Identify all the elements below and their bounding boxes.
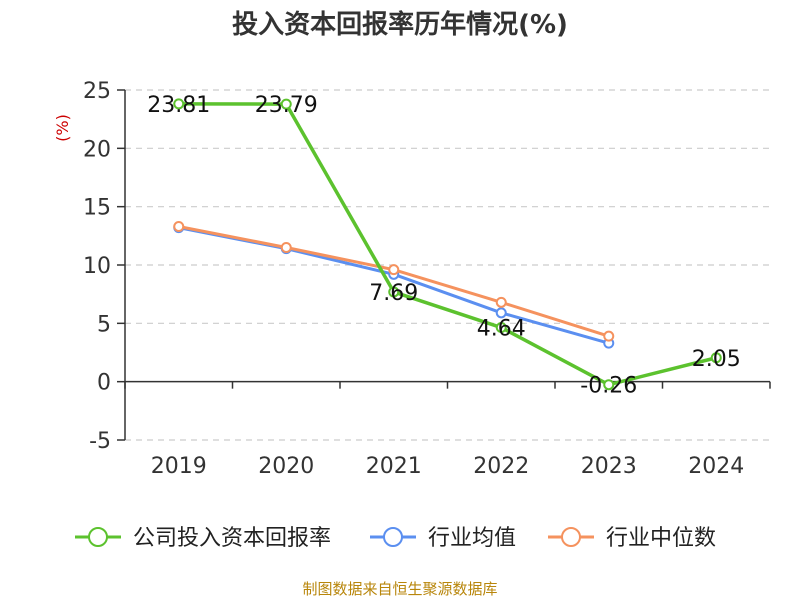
data-point <box>495 307 507 319</box>
data-label: 7.69 <box>369 281 418 306</box>
y-tick-label: 0 <box>97 371 111 396</box>
legend-marker <box>561 527 581 547</box>
y-tick-label: 20 <box>83 137 111 162</box>
legend-label: 公司投入资本回报率 <box>133 526 331 551</box>
data-label: -0.26 <box>580 374 637 399</box>
data-point <box>173 98 185 110</box>
data-label: 23.79 <box>255 93 318 118</box>
x-tick-label: 2022 <box>473 454 529 479</box>
legend-label: 行业均值 <box>428 526 516 551</box>
y-tick-label: 15 <box>83 196 111 221</box>
y-tick-label: 25 <box>83 79 111 104</box>
legend-label: 行业中位数 <box>606 526 716 551</box>
chart-title: 投入资本回报率历年情况(%) <box>232 10 568 40</box>
data-point <box>388 286 400 298</box>
y-tick-label: -5 <box>89 429 111 454</box>
y-tick-label: 5 <box>97 312 111 337</box>
data-point <box>495 296 507 308</box>
data-point <box>710 352 722 364</box>
y-axis-unit-label: (%) <box>53 114 72 142</box>
data-point <box>388 264 400 276</box>
x-tick-label: 2024 <box>688 454 744 479</box>
data-point <box>603 330 615 342</box>
x-tick-label: 2019 <box>151 454 207 479</box>
data-point <box>280 242 292 253</box>
data-point <box>603 379 615 391</box>
data-label: 2.05 <box>692 347 741 372</box>
x-tick-label: 2023 <box>581 454 637 479</box>
y-tick-label: 10 <box>83 254 111 279</box>
series-line <box>178 102 717 387</box>
x-tick-label: 2021 <box>366 454 422 479</box>
legend-marker <box>383 527 403 547</box>
data-source-note: 制图数据来自恒生聚源数据库 <box>302 580 498 598</box>
x-tick-label: 2020 <box>258 454 314 479</box>
data-point <box>280 98 292 110</box>
data-label: 4.64 <box>477 317 526 342</box>
legend-marker <box>88 527 108 547</box>
data-point <box>495 322 507 334</box>
data-point <box>173 221 185 232</box>
data-label: 23.81 <box>147 93 210 118</box>
